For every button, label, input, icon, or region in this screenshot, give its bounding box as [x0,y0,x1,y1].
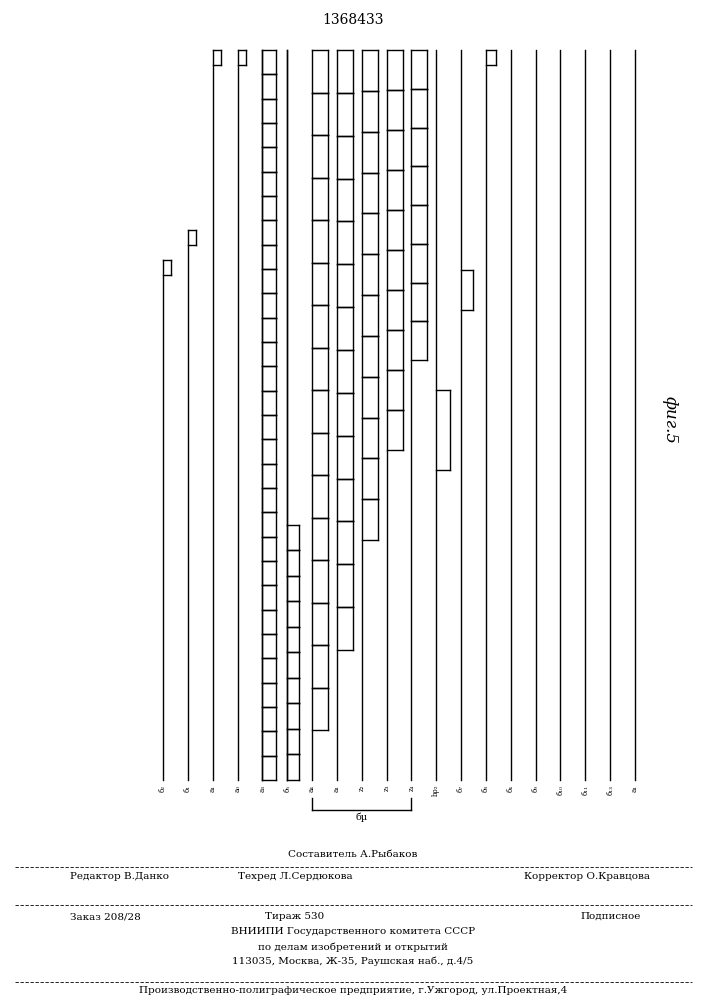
Text: б₄: б₄ [507,785,515,792]
Text: Заказ 208/28: Заказ 208/28 [70,912,141,921]
Text: Корректор О.Кравцова: Корректор О.Кравцова [524,872,650,881]
Text: 1368433: 1368433 [322,13,384,27]
Text: фиг.5: фиг.5 [662,396,679,444]
Text: Производственно-полиграфическое предприятие, г.Ужгород, ул.Проектная,4: Производственно-полиграфическое предприя… [139,986,567,995]
Text: а₄: а₄ [308,785,316,792]
Text: б₁: б₁ [184,785,192,792]
Text: б₈: б₈ [482,785,490,792]
Text: z₃: z₃ [382,785,390,791]
Text: z₂: z₂ [358,785,366,791]
Text: а₀: а₀ [233,785,242,792]
Text: ВНИИПИ Государственного комитета СССР: ВНИИПИ Государственного комитета СССР [231,927,475,936]
Text: бµ: бµ [356,813,368,822]
Text: б₂: б₂ [159,785,167,792]
Text: по делам изобретений и открытий: по делам изобретений и открытий [258,942,448,952]
Text: а₁: а₁ [209,785,216,792]
Text: б₉: б₉ [532,785,539,792]
Text: а₁: а₁ [333,785,341,792]
Text: Редактор В.Данко: Редактор В.Данко [70,872,169,881]
Text: б₅: б₅ [284,785,291,792]
Text: 113035, Москва, Ж-35, Раушская наб., д.4/5: 113035, Москва, Ж-35, Раушская наб., д.4… [233,957,474,966]
Text: z₄: z₄ [407,785,416,791]
Text: б₁₀: б₁₀ [556,785,564,795]
Text: Техред Л.Сердюкова: Техред Л.Сердюкова [238,872,352,881]
Text: Тираж 530: Тираж 530 [265,912,325,921]
Text: б₁₁: б₁₁ [581,785,590,795]
Text: а₃: а₃ [258,785,267,792]
Text: б₇: б₇ [457,785,465,792]
Text: Составитель А.Рыбаков: Составитель А.Рыбаков [288,850,418,859]
Text: Подписное: Подписное [580,912,641,921]
Text: б₁₃: б₁₃ [606,785,614,795]
Text: bρ₂: bρ₂ [432,785,440,796]
Text: а₁: а₁ [631,785,639,792]
